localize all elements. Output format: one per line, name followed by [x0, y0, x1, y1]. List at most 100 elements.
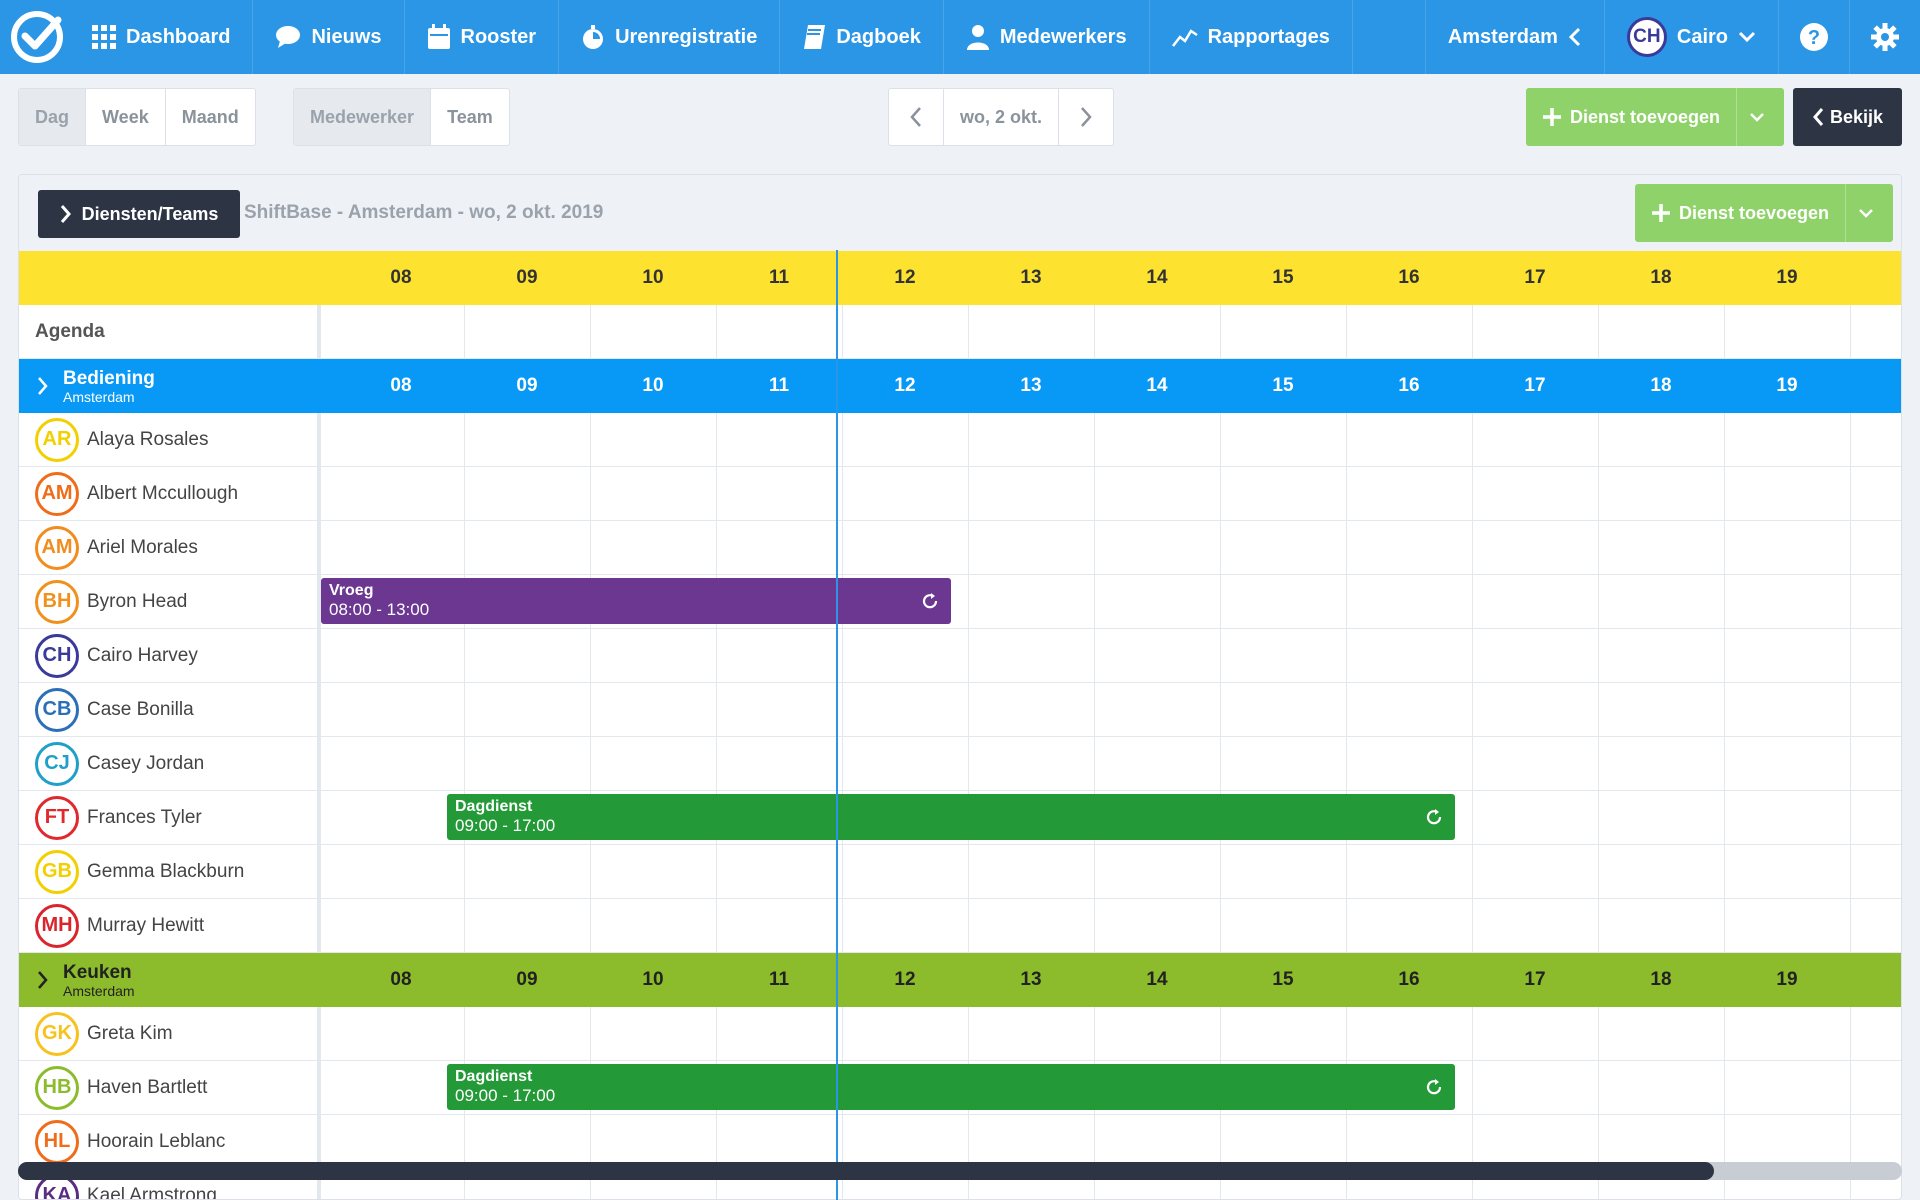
add-shift-button[interactable]: Dienst toevoegen: [1526, 88, 1784, 146]
employee-timeline[interactable]: [321, 845, 1901, 898]
employee-row[interactable]: FT Frances Tyler Dagdienst 09:00 - 17:00: [19, 791, 1901, 845]
calendar-icon: [427, 24, 451, 50]
nav-item-nieuws[interactable]: Nieuws: [253, 0, 405, 74]
employee-timeline[interactable]: Dagdienst 09:00 - 17:00: [321, 1061, 1901, 1114]
tab-team[interactable]: Team: [447, 106, 493, 127]
employee-name: Haven Bartlett: [87, 1076, 208, 1098]
employee-row[interactable]: GB Gemma Blackburn: [19, 845, 1901, 899]
employee-timeline[interactable]: [321, 1169, 1901, 1199]
panel-add-shift-dropdown[interactable]: [1845, 184, 1885, 242]
chevron-down-icon: [1749, 113, 1764, 122]
location-selector[interactable]: Amsterdam: [1424, 0, 1604, 74]
nav-item-urenregistratie[interactable]: Urenregistratie: [559, 0, 781, 74]
employee-timeline[interactable]: [321, 629, 1901, 682]
nav-item-rapportages[interactable]: Rapportages: [1150, 0, 1353, 74]
next-day-button[interactable]: [1059, 89, 1113, 145]
timeline-hour-label: 13: [1020, 267, 1042, 288]
scrollbar-thumb[interactable]: [18, 1162, 1714, 1180]
shift-block[interactable]: Dagdienst 09:00 - 17:00: [447, 794, 1455, 840]
employee-timeline[interactable]: [321, 1007, 1901, 1060]
employee-name-cell[interactable]: FT Frances Tyler: [19, 791, 321, 844]
chart-line-icon: [1171, 26, 1198, 48]
agenda-row[interactable]: Agenda: [19, 305, 1901, 359]
employee-row[interactable]: AR Alaya Rosales: [19, 413, 1901, 467]
team-hour-label: 11: [768, 375, 790, 396]
view-button[interactable]: Bekijk: [1793, 88, 1902, 146]
employee-name-cell[interactable]: GB Gemma Blackburn: [19, 845, 321, 898]
employee-name-cell[interactable]: AM Albert Mccullough: [19, 467, 321, 520]
employee-name-cell[interactable]: CH Cairo Harvey: [19, 629, 321, 682]
team-hour-label: 15: [1272, 375, 1294, 396]
employee-timeline[interactable]: [321, 899, 1901, 952]
timeline-hour-label: 09: [516, 267, 538, 288]
nav-item-dagboek[interactable]: Dagboek: [780, 0, 944, 74]
nav-item-dashboard[interactable]: Dashboard: [74, 0, 254, 74]
employee-timeline[interactable]: [321, 413, 1901, 466]
chevron-right-icon[interactable]: [37, 970, 49, 990]
shifts-teams-label: Diensten/Teams: [81, 203, 219, 224]
horizontal-scrollbar[interactable]: [18, 1162, 1902, 1180]
employee-row[interactable]: BH Byron Head Vroeg 08:00 - 13:00: [19, 575, 1901, 629]
tab-medewerker[interactable]: Medewerker: [294, 89, 432, 145]
team-hour-label: 09: [516, 969, 538, 990]
tab-maand[interactable]: Maand: [181, 106, 239, 127]
employee-name-cell[interactable]: HL Hoorain Leblanc: [19, 1115, 321, 1168]
employee-name-cell[interactable]: GK Greta Kim: [19, 1007, 321, 1060]
settings-button[interactable]: [1849, 0, 1920, 74]
employee-row[interactable]: CJ Casey Jordan: [19, 737, 1901, 791]
shift-block[interactable]: Dagdienst 09:00 - 17:00: [447, 1064, 1455, 1110]
employee-timeline[interactable]: [321, 521, 1901, 574]
employee-row[interactable]: GK Greta Kim: [19, 1007, 1901, 1061]
team-hour-label: 13: [1020, 375, 1042, 396]
nav-item-label: Rooster: [460, 25, 537, 48]
employee-name-cell[interactable]: CJ Casey Jordan: [19, 737, 321, 790]
employee-timeline[interactable]: [321, 467, 1901, 520]
employee-timeline[interactable]: Vroeg 08:00 - 13:00: [321, 575, 1901, 628]
employee-avatar: AM: [35, 471, 79, 516]
team-hour-label: 12: [894, 375, 916, 396]
employee-avatar: CB: [35, 687, 79, 732]
employee-timeline[interactable]: [321, 1115, 1901, 1168]
timeline-hour-label: 16: [1398, 267, 1420, 288]
employee-name-cell[interactable]: AM Ariel Morales: [19, 521, 321, 574]
employee-name-cell[interactable]: MH Murray Hewitt: [19, 899, 321, 952]
employee-name-cell[interactable]: HB Haven Bartlett: [19, 1061, 321, 1114]
employee-name-cell[interactable]: CB Case Bonilla: [19, 683, 321, 736]
employee-row[interactable]: HB Haven Bartlett Dagdienst 09:00 - 17:00: [19, 1061, 1901, 1115]
tab-dag[interactable]: Dag: [19, 89, 87, 145]
team-hour-label: 09: [516, 375, 538, 396]
previous-day-button[interactable]: [889, 89, 943, 145]
shifts-teams-button[interactable]: Diensten/Teams: [38, 190, 240, 238]
employee-name: Kael Armstrong: [87, 1184, 217, 1200]
employee-name-cell[interactable]: BH Byron Head: [19, 575, 321, 628]
employee-row[interactable]: MH Murray Hewitt: [19, 899, 1901, 953]
chevron-right-icon[interactable]: [37, 376, 49, 396]
shiftbase-logo-icon[interactable]: [0, 0, 74, 74]
nav-item-medewerkers[interactable]: Medewerkers: [944, 0, 1150, 74]
employee-timeline[interactable]: [321, 737, 1901, 790]
employee-name-cell[interactable]: AR Alaya Rosales: [19, 413, 321, 466]
user-menu[interactable]: CH Cairo: [1603, 0, 1778, 74]
employee-name: Ariel Morales: [87, 536, 198, 558]
employee-timeline[interactable]: [321, 683, 1901, 736]
shift-block[interactable]: Vroeg 08:00 - 13:00: [321, 578, 951, 624]
employee-row[interactable]: CB Case Bonilla: [19, 683, 1901, 737]
employee-avatar: CH: [35, 633, 79, 678]
nav-item-label: Rapportages: [1207, 25, 1330, 48]
location-label: Amsterdam: [1447, 25, 1558, 48]
help-button[interactable]: ?: [1778, 0, 1849, 74]
employee-row[interactable]: AM Ariel Morales: [19, 521, 1901, 575]
team-hour-label: 19: [1776, 375, 1798, 396]
add-shift-dropdown[interactable]: [1736, 88, 1776, 146]
team-location: Amsterdam: [63, 982, 135, 999]
employee-row[interactable]: AM Albert Mccullough: [19, 467, 1901, 521]
panel-add-shift-button[interactable]: Dienst toevoegen: [1635, 184, 1893, 242]
employee-timeline[interactable]: Dagdienst 09:00 - 17:00: [321, 791, 1901, 844]
employee-row[interactable]: HL Hoorain Leblanc: [19, 1115, 1901, 1169]
tab-week[interactable]: Week: [86, 89, 166, 145]
current-date[interactable]: wo, 2 okt.: [943, 89, 1060, 145]
employee-row[interactable]: CH Cairo Harvey: [19, 629, 1901, 683]
nav-item-rooster[interactable]: Rooster: [405, 0, 560, 74]
team-header-bediening[interactable]: Bediening Amsterdam 08 09 10 11 12 13 14 15 16 17 18…: [19, 359, 1901, 413]
